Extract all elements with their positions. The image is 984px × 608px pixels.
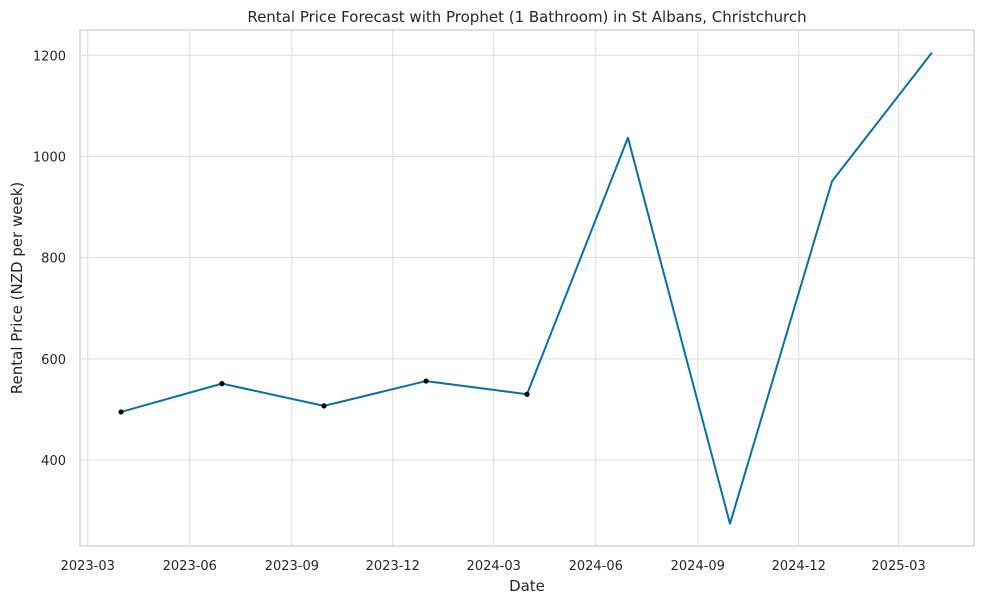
x-tick-label: 2024-12 [772, 559, 826, 574]
tick-labels: 2023-03 2023-06 2023-09 2023-12 2024-03 2024-… [33, 49, 926, 574]
observed-point [219, 381, 225, 387]
y-tick-label: 400 [41, 454, 66, 469]
x-tick-label: 2023-06 [163, 559, 217, 574]
x-tick-label: 2024-09 [671, 559, 725, 574]
observed-point [423, 378, 429, 384]
observed-point [321, 403, 327, 409]
x-tick-label: 2023-09 [265, 559, 319, 574]
y-axis-title: Rental Price (NZD per week) [8, 182, 26, 394]
gridlines [80, 30, 974, 546]
y-tick-label: 800 [41, 252, 66, 267]
plot-frame [79, 29, 975, 547]
x-tick-label: 2023-12 [366, 559, 420, 574]
observed-points [118, 378, 530, 415]
x-tick-label: 2024-06 [569, 559, 623, 574]
observed-point [118, 409, 124, 415]
chart-title: Rental Price Forecast with Prophet (1 Ba… [247, 8, 806, 26]
series-layer [120, 52, 933, 525]
observed-point [524, 391, 530, 397]
x-tick-label: 2023-03 [61, 559, 115, 574]
x-tick-label: 2024-03 [467, 559, 521, 574]
y-tick-label: 1200 [33, 49, 66, 64]
forecast-line [120, 52, 933, 525]
x-tick-label: 2025-03 [871, 559, 925, 574]
y-tick-label: 600 [41, 353, 66, 368]
x-axis-title: Date [509, 577, 545, 595]
y-tick-label: 1000 [33, 150, 66, 165]
